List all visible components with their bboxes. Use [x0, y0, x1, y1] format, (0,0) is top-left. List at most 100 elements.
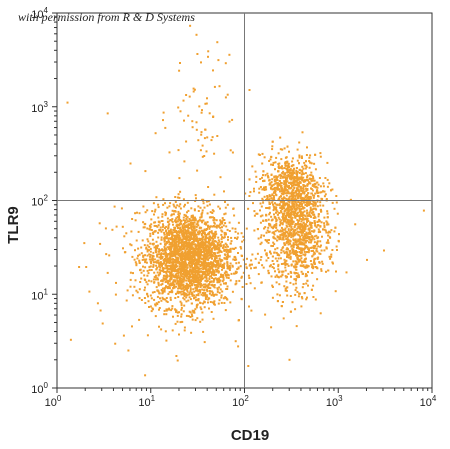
event-point — [289, 231, 292, 234]
event-point — [272, 205, 275, 208]
event-point — [152, 233, 155, 235]
event-point — [260, 205, 263, 208]
event-point — [185, 217, 188, 220]
event-point — [280, 305, 283, 308]
event-point — [193, 233, 196, 236]
event-point — [301, 187, 304, 190]
event-point — [177, 287, 180, 290]
event-point — [213, 85, 216, 88]
event-point — [160, 238, 163, 241]
event-point — [191, 260, 194, 263]
event-point — [289, 242, 292, 245]
event-point — [149, 265, 152, 268]
event-point — [294, 223, 297, 226]
event-point — [237, 261, 240, 264]
event-point — [176, 279, 179, 282]
event-point — [219, 226, 222, 229]
event-point — [295, 194, 298, 197]
event-point — [176, 258, 179, 261]
event-point — [186, 224, 189, 227]
x-tick-label: 102 — [232, 394, 249, 409]
event-point — [168, 262, 171, 264]
event-point — [308, 241, 310, 244]
event-point — [169, 247, 172, 250]
event-point — [222, 219, 225, 221]
event-point — [192, 227, 195, 230]
event-point — [208, 292, 211, 295]
event-point — [263, 156, 266, 159]
event-point — [245, 227, 248, 230]
event-point — [194, 296, 197, 299]
event-point — [304, 167, 307, 170]
event-point — [201, 254, 204, 257]
event-point — [330, 255, 333, 258]
event-point — [149, 260, 152, 263]
event-point — [302, 283, 305, 285]
event-point — [208, 238, 210, 241]
event-point — [187, 251, 189, 254]
event-point — [295, 171, 298, 174]
event-point — [262, 201, 265, 204]
event-point — [323, 226, 326, 228]
event-point — [219, 245, 222, 248]
event-point — [175, 282, 178, 285]
event-point — [303, 233, 306, 236]
event-point — [217, 263, 220, 266]
event-point — [170, 214, 173, 217]
event-point — [174, 221, 177, 224]
event-point — [220, 301, 223, 304]
event-point — [164, 251, 167, 254]
event-point — [309, 154, 312, 157]
event-point — [165, 313, 168, 316]
event-point — [192, 243, 195, 246]
event-point — [210, 249, 213, 252]
event-point — [202, 247, 205, 250]
event-point — [213, 248, 216, 251]
event-point — [298, 191, 301, 194]
event-point — [210, 275, 213, 278]
event-point — [201, 239, 204, 241]
event-point — [149, 255, 152, 258]
event-point — [153, 271, 156, 274]
event-point — [175, 256, 178, 259]
event-point — [294, 282, 297, 285]
event-point — [290, 236, 293, 239]
event-point — [248, 305, 250, 308]
event-point — [280, 166, 283, 169]
event-point — [189, 268, 192, 271]
event-point — [153, 258, 156, 261]
event-point — [310, 226, 313, 229]
event-point — [276, 239, 279, 242]
event-point — [284, 227, 287, 230]
event-point — [193, 310, 196, 313]
event-point — [200, 293, 203, 296]
event-point — [153, 261, 155, 264]
event-point — [333, 207, 336, 210]
event-point — [282, 262, 285, 265]
event-point — [292, 235, 295, 238]
event-point — [202, 241, 205, 244]
event-point — [213, 152, 216, 155]
quadrant-lines — [57, 13, 432, 388]
event-point — [163, 313, 166, 316]
event-point — [198, 268, 201, 270]
event-point — [208, 112, 211, 115]
event-point — [164, 254, 167, 257]
event-point — [205, 288, 208, 291]
event-point — [205, 252, 208, 255]
event-point — [188, 95, 191, 98]
event-point — [268, 213, 271, 216]
event-point — [312, 175, 314, 178]
event-point — [301, 297, 304, 300]
event-point — [354, 223, 357, 226]
event-point — [283, 180, 286, 183]
event-point — [330, 229, 333, 232]
event-point — [154, 304, 157, 307]
event-point — [202, 245, 205, 248]
event-point — [185, 240, 188, 243]
event-point — [245, 266, 248, 269]
event-point — [217, 266, 220, 269]
event-point — [306, 239, 309, 242]
event-point — [209, 290, 212, 293]
